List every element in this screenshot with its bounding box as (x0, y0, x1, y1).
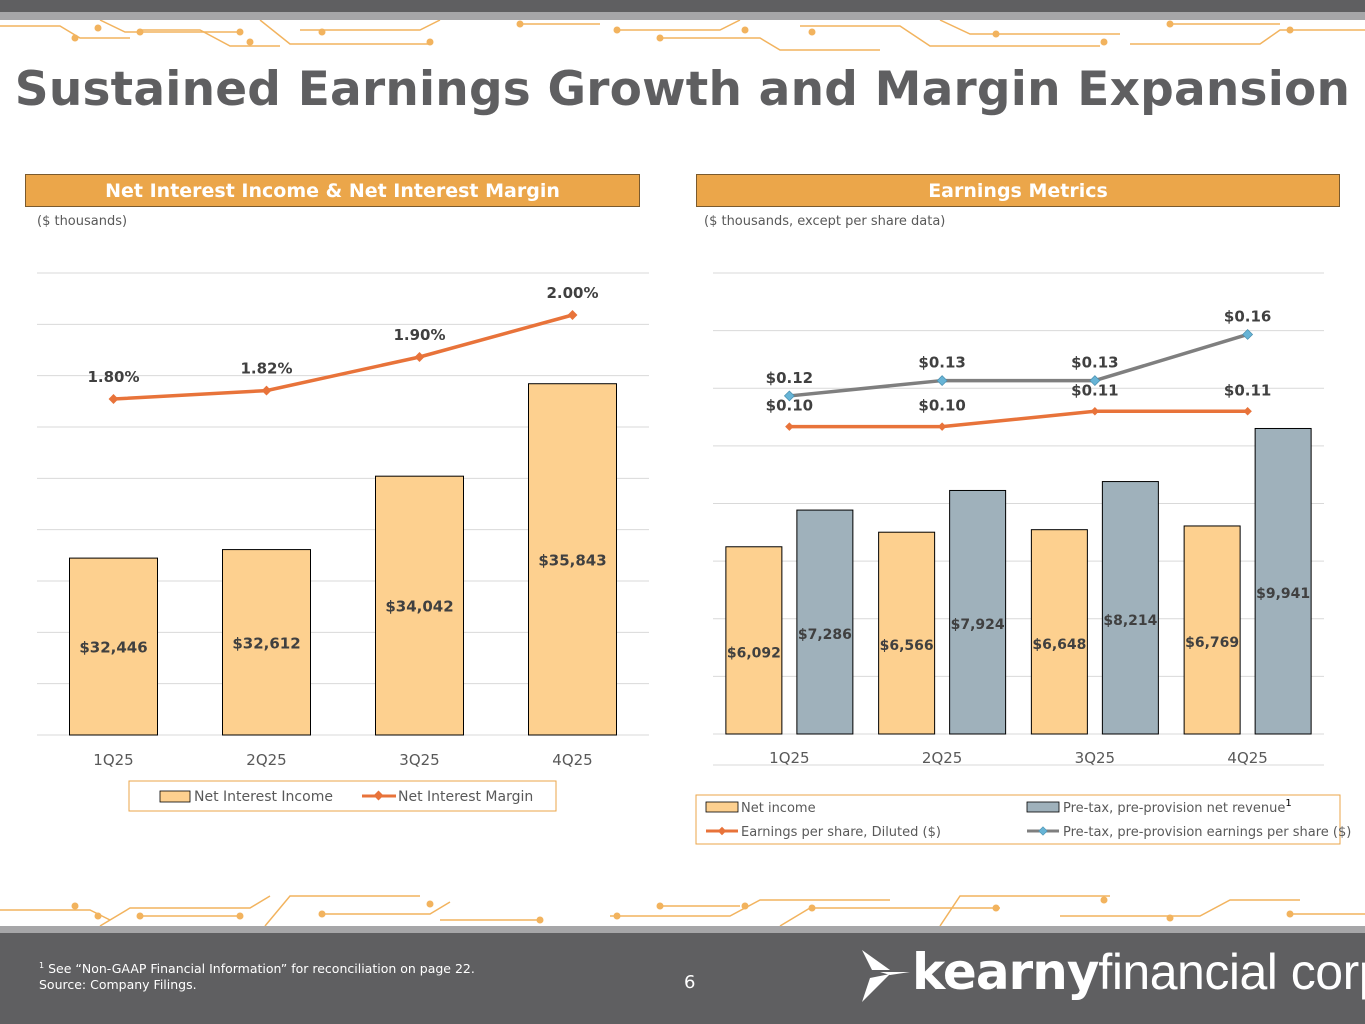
line-eps-diluted (789, 409, 1248, 429)
bar-net-interest-income-1Q25 (69, 557, 158, 736)
data-label-nim-1Q25: 1.80% (87, 368, 139, 386)
data-label-nii-2Q25: $32,612 (232, 634, 300, 652)
data-label-pptnr-3Q25: $8,214 (1103, 613, 1157, 629)
legend-label-pptnr: Pre-tax, pre-provision net revenue1 (1063, 798, 1292, 816)
bar-net-interest-income-4Q25 (528, 383, 617, 736)
legend-label-net-interest-income: Net Interest Income (194, 789, 333, 805)
footer-accent-bar (0, 926, 1365, 933)
legend-right: Net income Pre-tax, pre-provision net re… (695, 794, 1351, 845)
bar-net-interest-income-3Q25 (375, 475, 464, 736)
earnings-metrics-chart: $6,092 $7,286 $6,566 $7,924 $6,648 $8,214 $6,7… (695, 272, 1351, 845)
legend-label-pp-eps: Pre-tax, pre-provision earnings per shar… (1063, 825, 1351, 840)
legend-swatch-net-interest-income (159, 790, 191, 803)
line-pp-eps (789, 332, 1249, 398)
data-label-eps-4Q25: $0.11 (1224, 381, 1271, 399)
units-note-right: ($ thousands, except per share data) (704, 214, 946, 229)
point-nim-4Q25 (567, 310, 578, 320)
x-tick-1Q25: 1Q25 (769, 749, 809, 767)
data-label-nim-3Q25: 1.90% (393, 326, 445, 344)
legend-label-eps: Earnings per share, Diluted ($) (741, 825, 941, 840)
x-tick-3Q25: 3Q25 (399, 751, 439, 769)
point-eps-4Q25 (1243, 407, 1252, 416)
footer (0, 933, 1365, 1024)
data-label-pp-eps-1Q25: $0.12 (766, 369, 813, 387)
legend-swatch-pptnr (1026, 801, 1060, 813)
circuit-decoration-top (0, 20, 1365, 51)
point-nim-1Q25 (108, 394, 119, 404)
x-tick-4Q25: 4Q25 (1227, 749, 1267, 767)
footnote: 1 See “Non-GAAP Financial Information” f… (39, 958, 475, 993)
bar-net-income-4Q25 (1183, 525, 1241, 735)
data-label-nii-3Q25: $34,042 (385, 598, 453, 616)
x-tick-4Q25: 4Q25 (552, 751, 592, 769)
panel-header-net-interest: Net Interest Income & Net Interest Margi… (25, 174, 640, 207)
company-logo-wordmark: kearnyfinancial corp. (912, 943, 1365, 1001)
line-net-interest-margin (113, 313, 573, 401)
units-note-left: ($ thousands) (37, 214, 128, 229)
bar-net-income-1Q25 (725, 546, 783, 735)
bar-net-interest-income-2Q25 (222, 549, 311, 736)
data-label-pptnr-2Q25: $7,924 (951, 617, 1005, 633)
panel-header-earnings-metrics: Earnings Metrics (696, 174, 1340, 207)
data-label-nim-2Q25: 1.82% (240, 360, 292, 378)
data-label-net-income-2Q25: $6,566 (880, 638, 934, 654)
point-pp-eps-3Q25 (1089, 375, 1101, 387)
bar-pptnr-2Q25 (949, 489, 1007, 735)
data-label-nii-4Q25: $35,843 (538, 551, 606, 569)
bar-pptnr-4Q25 (1254, 427, 1312, 735)
point-nim-2Q25 (261, 385, 272, 396)
data-label-nim-4Q25: 2.00% (546, 284, 598, 302)
data-label-net-income-3Q25: $6,648 (1032, 637, 1086, 653)
data-label-eps-2Q25: $0.10 (918, 397, 965, 415)
point-pp-eps-4Q25 (1242, 329, 1254, 340)
legend-label-net-interest-margin: Net Interest Margin (398, 789, 533, 805)
legend-label-net-income: Net income (741, 801, 816, 816)
point-eps-2Q25 (937, 422, 947, 431)
legend-left: Net Interest Income Net Interest Margin (128, 780, 557, 812)
footnote-text: See “Non-GAAP Financial Information” for… (48, 961, 475, 977)
point-eps-3Q25 (1090, 407, 1100, 416)
source-note: Source: Company Filings. (39, 977, 197, 993)
data-label-pp-eps-4Q25: $0.16 (1224, 307, 1271, 325)
x-tick-1Q25: 1Q25 (93, 751, 133, 769)
bar-pptnr-3Q25 (1101, 481, 1159, 735)
data-label-net-income-4Q25: $6,769 (1185, 635, 1239, 651)
x-tick-3Q25: 3Q25 (1075, 749, 1115, 767)
legend-swatch-net-income (705, 801, 739, 813)
point-pp-eps-2Q25 (936, 375, 948, 387)
page-title: Sustained Earnings Growth and Margin Exp… (14, 62, 1351, 117)
data-label-nii-1Q25: $32,446 (79, 639, 147, 657)
point-nim-3Q25 (414, 352, 425, 362)
bar-pptnr-1Q25 (796, 509, 854, 735)
data-label-pp-eps-3Q25: $0.13 (1071, 354, 1118, 372)
footnote-marker: 1 (39, 961, 45, 970)
data-label-pp-eps-2Q25: $0.13 (918, 354, 965, 372)
bar-net-income-3Q25 (1030, 529, 1088, 735)
top-bar (0, 0, 1365, 12)
top-bar-accent (0, 12, 1365, 20)
data-label-pptnr-4Q25: $9,941 (1256, 586, 1310, 602)
data-label-net-income-1Q25: $6,092 (727, 645, 781, 661)
page-number: 6 (684, 972, 696, 993)
x-tick-2Q25: 2Q25 (246, 751, 286, 769)
point-eps-1Q25 (785, 422, 794, 431)
point-pp-eps-1Q25 (783, 390, 795, 402)
data-label-eps-3Q25: $0.11 (1071, 381, 1118, 399)
data-label-eps-1Q25: $0.10 (766, 397, 813, 415)
net-interest-chart: $32,446 $32,612 $34,042 $35,843 1.80% 1.82% 1.… (37, 272, 649, 812)
data-label-pptnr-1Q25: $7,286 (798, 627, 852, 643)
x-tick-2Q25: 2Q25 (922, 749, 962, 767)
circuit-decoration-bottom (0, 895, 1365, 926)
kearny-logo-icon (862, 950, 910, 1002)
bar-net-income-2Q25 (878, 531, 936, 735)
